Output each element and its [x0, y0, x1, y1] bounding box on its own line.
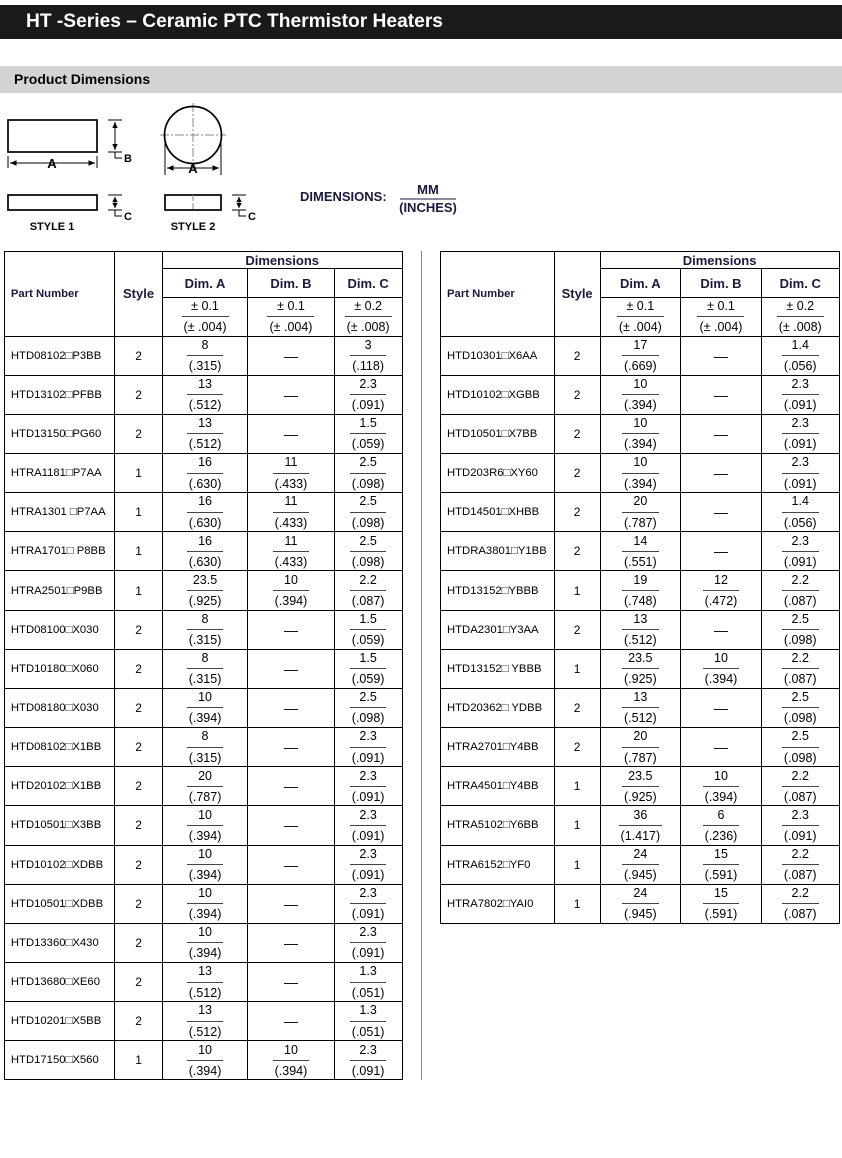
svg-text:(INCHES): (INCHES) — [399, 200, 457, 215]
svg-text:B: B — [124, 153, 132, 165]
svg-text:DIMENSIONS:: DIMENSIONS: — [300, 189, 387, 204]
svg-text:C: C — [248, 211, 256, 223]
svg-text:STYLE 1: STYLE 1 — [30, 221, 75, 233]
svg-text:C: C — [124, 211, 132, 223]
svg-text:STYLE 2: STYLE 2 — [171, 221, 216, 233]
svg-text:A: A — [47, 156, 57, 171]
svg-text:MM: MM — [417, 182, 439, 197]
svg-text:A: A — [188, 161, 198, 176]
